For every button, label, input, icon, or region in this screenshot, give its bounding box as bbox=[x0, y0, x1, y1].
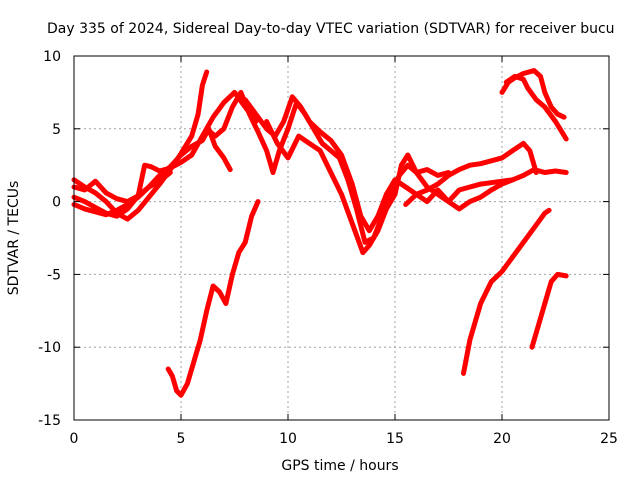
series-track-1 bbox=[71, 69, 210, 222]
x-tick-label: 10 bbox=[279, 431, 297, 447]
y-tick-label: -5 bbox=[47, 267, 61, 283]
y-axis-label: SDTVAR / TECUs bbox=[6, 181, 22, 296]
series-track-7 bbox=[242, 94, 539, 234]
plot-frame bbox=[73, 55, 610, 421]
series-track-13 bbox=[503, 73, 569, 142]
x-tick-label: 5 bbox=[177, 431, 186, 447]
series-track-10 bbox=[461, 207, 552, 376]
series-track-11 bbox=[529, 271, 569, 350]
x-axis-label: GPS time / hours bbox=[281, 458, 398, 474]
y-tick-label: 0 bbox=[52, 195, 61, 211]
x-tick-label: 25 bbox=[600, 431, 618, 447]
axis-ticks: 0 5 10 15 20 25 -15 -10 -5 0 5 10 bbox=[38, 49, 618, 447]
x-tick-label: 0 bbox=[70, 431, 79, 447]
data-series bbox=[71, 68, 569, 398]
series-track-8 bbox=[264, 119, 569, 256]
y-tick-label: 10 bbox=[43, 49, 61, 65]
y-tick-label: -15 bbox=[38, 413, 61, 429]
series-track-5 bbox=[165, 199, 261, 398]
series-track-9 bbox=[403, 177, 516, 207]
x-tick-label: 20 bbox=[493, 431, 511, 447]
y-tick-label: -10 bbox=[38, 340, 61, 356]
series-track-4 bbox=[71, 170, 173, 218]
x-tick-label: 15 bbox=[386, 431, 404, 447]
y-tick-label: 5 bbox=[52, 122, 61, 138]
chart-title: Day 335 of 2024, Sidereal Day-to-day VTE… bbox=[47, 21, 615, 37]
